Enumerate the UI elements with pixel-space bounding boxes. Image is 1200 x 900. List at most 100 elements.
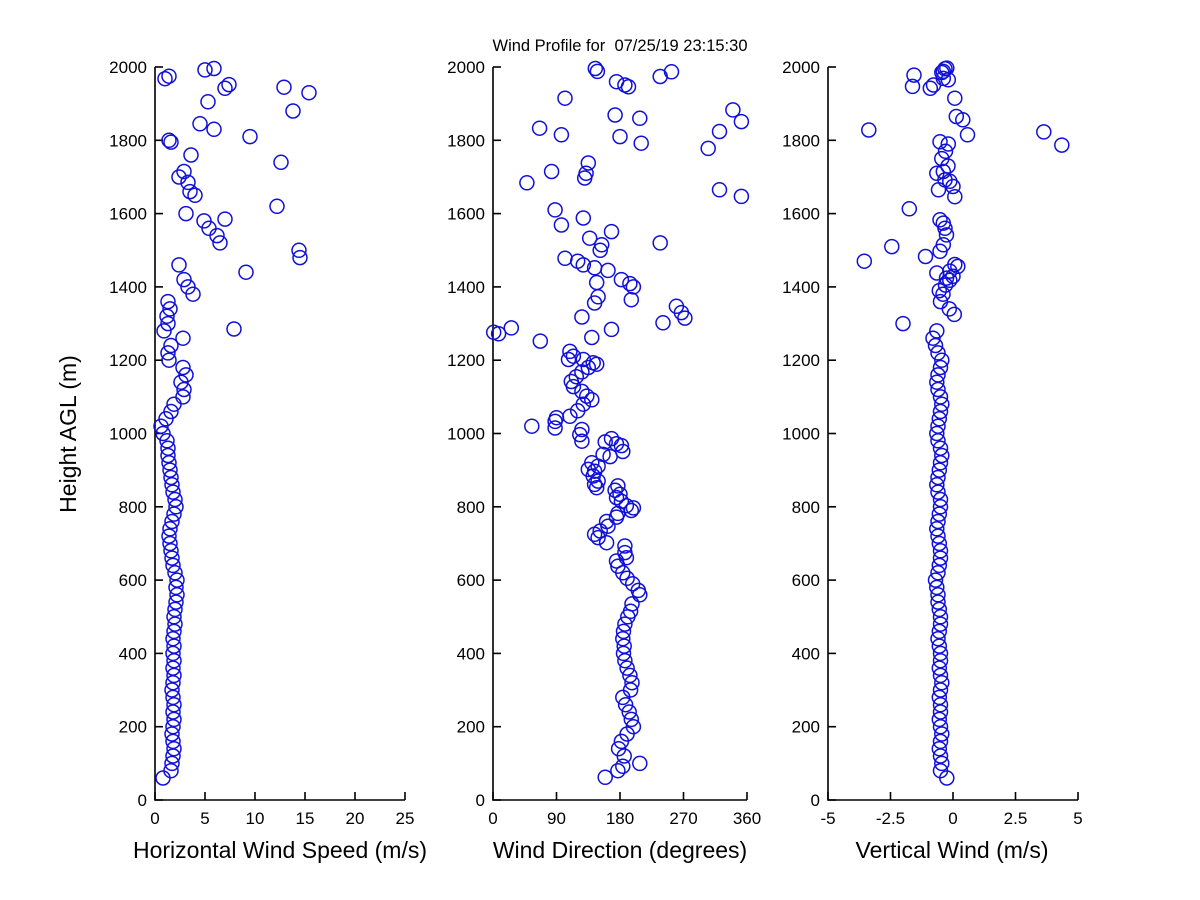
data-point-marker xyxy=(934,447,950,464)
data-point-marker xyxy=(590,529,606,546)
data-point-marker xyxy=(603,430,620,447)
y-tick-label: 1800 xyxy=(447,131,485,150)
y-tick-label: 400 xyxy=(457,644,485,663)
y-tick-label: 1400 xyxy=(782,278,820,297)
data-point-marker xyxy=(930,513,946,530)
data-point-marker xyxy=(160,315,176,332)
axis-lines xyxy=(827,67,1078,801)
data-point-marker xyxy=(580,155,597,171)
data-point-marker xyxy=(161,528,177,544)
data-point-marker xyxy=(586,260,603,276)
data-point-marker xyxy=(884,238,900,255)
data-point-marker xyxy=(901,201,918,217)
data-point-marker xyxy=(603,223,620,240)
data-point-marker xyxy=(929,521,945,537)
x-tick-label: 360 xyxy=(733,809,761,828)
x-tick-label: 0 xyxy=(948,809,957,828)
data-point-marker xyxy=(212,235,228,251)
data-point-marker xyxy=(930,587,946,603)
data-point-marker xyxy=(608,436,625,452)
x-tick-label: 90 xyxy=(547,809,566,828)
data-point-marker xyxy=(617,696,634,713)
data-point-marker xyxy=(930,345,946,361)
data-point-marker xyxy=(176,271,192,288)
data-point-marker xyxy=(617,538,633,554)
data-point-marker xyxy=(176,163,192,180)
data-point-marker xyxy=(934,64,950,81)
x-tick-label: 0 xyxy=(488,809,497,828)
data-point-marker xyxy=(624,596,640,612)
data-point-marker xyxy=(1054,137,1070,153)
data-point-marker xyxy=(931,660,948,676)
data-point-marker xyxy=(593,237,610,253)
y-tick-label: 1200 xyxy=(447,351,485,370)
data-point-marker xyxy=(575,351,592,368)
data-point-marker xyxy=(959,127,976,143)
y-tick-label: 1600 xyxy=(109,205,147,224)
data-point-marker xyxy=(168,499,184,515)
data-point-marker xyxy=(155,425,171,442)
data-point-marker xyxy=(568,368,585,385)
data-point-marker xyxy=(547,202,563,218)
data-point-marker xyxy=(617,544,633,561)
y-tick-label: 600 xyxy=(457,571,485,590)
data-point-marker xyxy=(531,120,548,136)
x-tick-label: 25 xyxy=(396,809,415,828)
data-point-marker xyxy=(632,110,648,127)
x-tick-label: 270 xyxy=(669,809,697,828)
data-point-marker xyxy=(166,609,182,625)
data-point-marker xyxy=(162,462,178,478)
data-point-marker xyxy=(575,396,592,412)
data-point-marker xyxy=(935,63,952,80)
data-point-marker xyxy=(932,499,949,515)
x-tick-label: 10 xyxy=(246,809,265,828)
x-tick-label: 20 xyxy=(346,809,365,828)
data-point-marker xyxy=(617,77,633,93)
x-tick-label: 0 xyxy=(150,809,159,828)
data-point-marker xyxy=(931,462,948,478)
data-point-marker xyxy=(565,348,582,364)
data-point-marker xyxy=(932,293,949,310)
data-point-marker xyxy=(932,491,949,508)
data-point-marker xyxy=(917,248,934,265)
y-tick-label: 2000 xyxy=(447,58,485,77)
data-point-marker xyxy=(931,282,948,299)
data-point-marker xyxy=(217,80,233,97)
data-point-marker xyxy=(165,484,181,500)
data-point-marker xyxy=(608,489,625,506)
y-tick-label: 200 xyxy=(457,718,485,737)
data-point-marker xyxy=(592,242,608,259)
subplot-panel-0: 0 200 400 600 800 1000 1200 1400 1600 1800 2000 0 5 1… xyxy=(109,58,414,828)
x-tick-label: 15 xyxy=(296,809,315,828)
y-tick-label: 1000 xyxy=(447,425,485,444)
data-point-marker xyxy=(197,62,213,78)
data-point-marker xyxy=(612,486,628,503)
data-point-marker xyxy=(584,455,600,471)
data-point-marker xyxy=(610,762,626,779)
data-point-marker xyxy=(608,73,625,90)
data-point-marker xyxy=(612,128,628,145)
data-point-marker xyxy=(176,381,192,398)
data-point-marker xyxy=(578,165,594,182)
data-point-marker xyxy=(925,330,941,346)
data-point-marker xyxy=(931,711,948,728)
data-point-marker xyxy=(607,107,623,123)
data-point-marker xyxy=(217,211,233,227)
data-point-marker xyxy=(700,140,716,157)
data-point-marker xyxy=(164,726,180,742)
data-point-marker xyxy=(175,330,191,346)
data-point-marker xyxy=(524,418,540,434)
data-point-marker xyxy=(178,367,194,383)
data-point-marker xyxy=(162,521,178,537)
data-point-marker xyxy=(927,572,944,588)
data-point-marker xyxy=(618,497,635,514)
y-tick-label: 0 xyxy=(811,791,820,810)
data-point-marker xyxy=(939,60,955,76)
data-point-marker xyxy=(171,169,187,185)
data-point-marker xyxy=(292,249,308,266)
data-point-marker xyxy=(610,740,627,757)
data-point-marker xyxy=(586,463,603,479)
data-point-marker xyxy=(163,134,179,150)
y-tick-label: 800 xyxy=(457,498,485,517)
data-point-marker xyxy=(587,60,604,77)
